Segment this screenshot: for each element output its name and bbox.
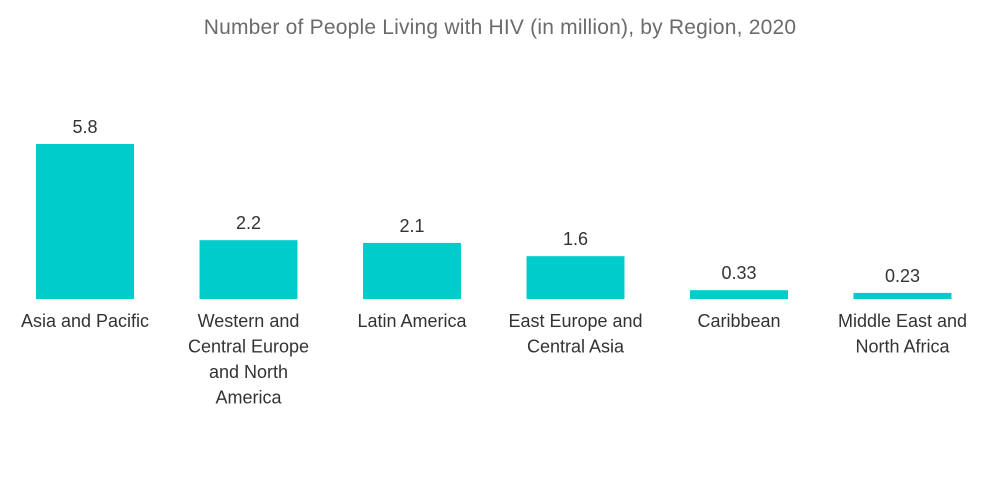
category-label-line: North Africa	[855, 337, 950, 357]
value-label-5: 0.23	[885, 266, 920, 286]
category-label-line: Western and	[198, 311, 300, 331]
bar-5	[853, 292, 952, 299]
category-label-5: Middle East and North Africa	[838, 311, 967, 357]
chart-title: Number of People Living with HIV (in mil…	[203, 16, 797, 39]
value-label-4: 0.33	[721, 263, 756, 283]
value-label-1: 2.2	[236, 213, 261, 233]
bar-4	[690, 290, 788, 299]
category-label-line: America	[215, 388, 282, 408]
bar-0	[36, 144, 134, 299]
category-label-line: Central Asia	[527, 337, 625, 357]
value-label-0: 5.8	[72, 117, 97, 137]
category-label-line: Central Europe	[188, 337, 309, 357]
category-label-line: East Europe and	[508, 311, 642, 331]
value-label-2: 2.1	[399, 216, 424, 236]
bar-1	[199, 240, 298, 299]
category-label-0: Asia and Pacific	[21, 311, 149, 331]
category-label-line: Middle East and	[838, 311, 967, 331]
category-label-2: Latin America	[357, 311, 467, 331]
category-label-4: Caribbean	[697, 311, 780, 331]
category-label-1: Western and Central Europe and North Americ…	[188, 311, 309, 408]
value-label-3: 1.6	[563, 229, 588, 249]
category-label-line: Latin America	[357, 311, 467, 331]
bar-3	[526, 256, 625, 299]
category-label-3: East Europe and Central Asia	[508, 311, 642, 357]
category-label-line: Asia and Pacific	[21, 311, 149, 331]
category-label-line: and North	[209, 362, 288, 382]
bar-2	[363, 242, 461, 299]
category-label-line: Caribbean	[697, 311, 780, 331]
